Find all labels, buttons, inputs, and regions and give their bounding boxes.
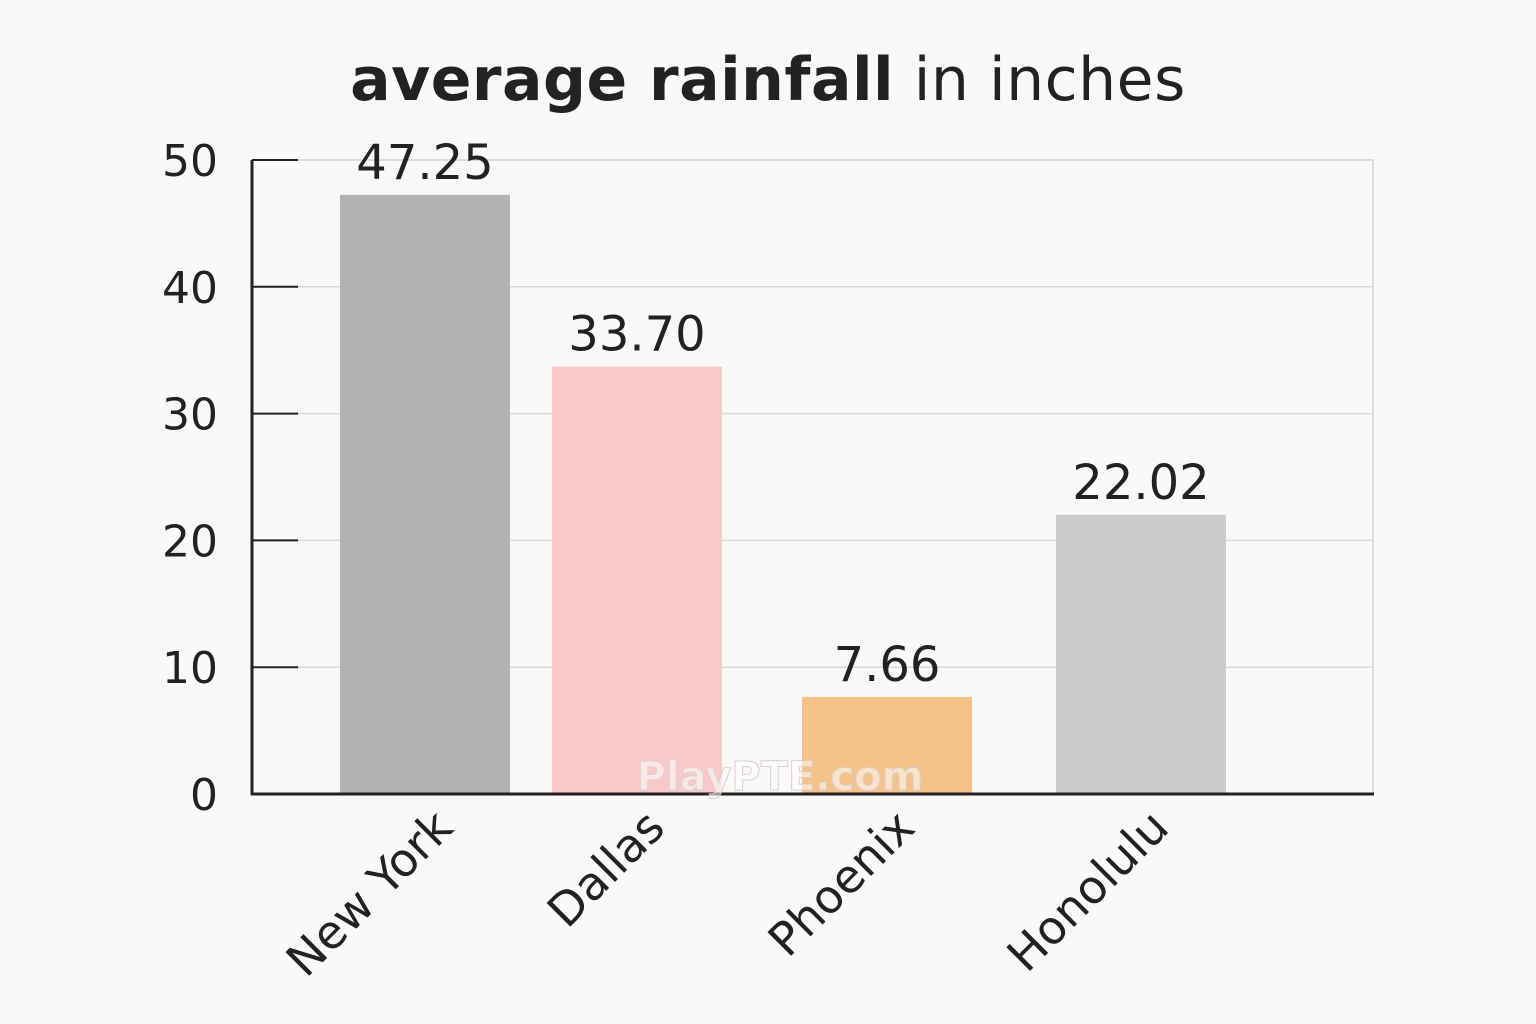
chart-title-bold: average rainfall [350,45,895,115]
y-tick-label-20: 20 [162,516,218,567]
bar-phoenix [802,696,972,794]
data-label-phoenix: 7.66 [834,637,941,693]
x-tick-label-new-york: New York [276,799,463,986]
bar-dallas [552,366,722,794]
chart-title-rest: in inches [894,45,1186,115]
x-tick-label-phoenix: Phoenix [758,800,925,967]
bar-new-york [340,194,510,794]
y-tick-label-50: 50 [162,136,218,187]
chart-title: average rainfall in inches [0,45,1536,115]
y-tick-label-0: 0 [190,770,218,821]
data-label-new-york: 47.25 [356,135,493,191]
watermark: PlayPTE.com [637,754,924,800]
x-tick-label-dallas: Dallas [537,800,675,938]
bar-honolulu [1056,514,1226,794]
data-label-honolulu: 22.02 [1072,455,1209,511]
y-tick-label-10: 10 [162,643,218,694]
y-tick-label-40: 40 [162,263,218,314]
data-label-dallas: 33.70 [568,307,705,363]
y-tick-label-30: 30 [162,390,218,441]
x-tick-label-honolulu: Honolulu [996,800,1178,982]
